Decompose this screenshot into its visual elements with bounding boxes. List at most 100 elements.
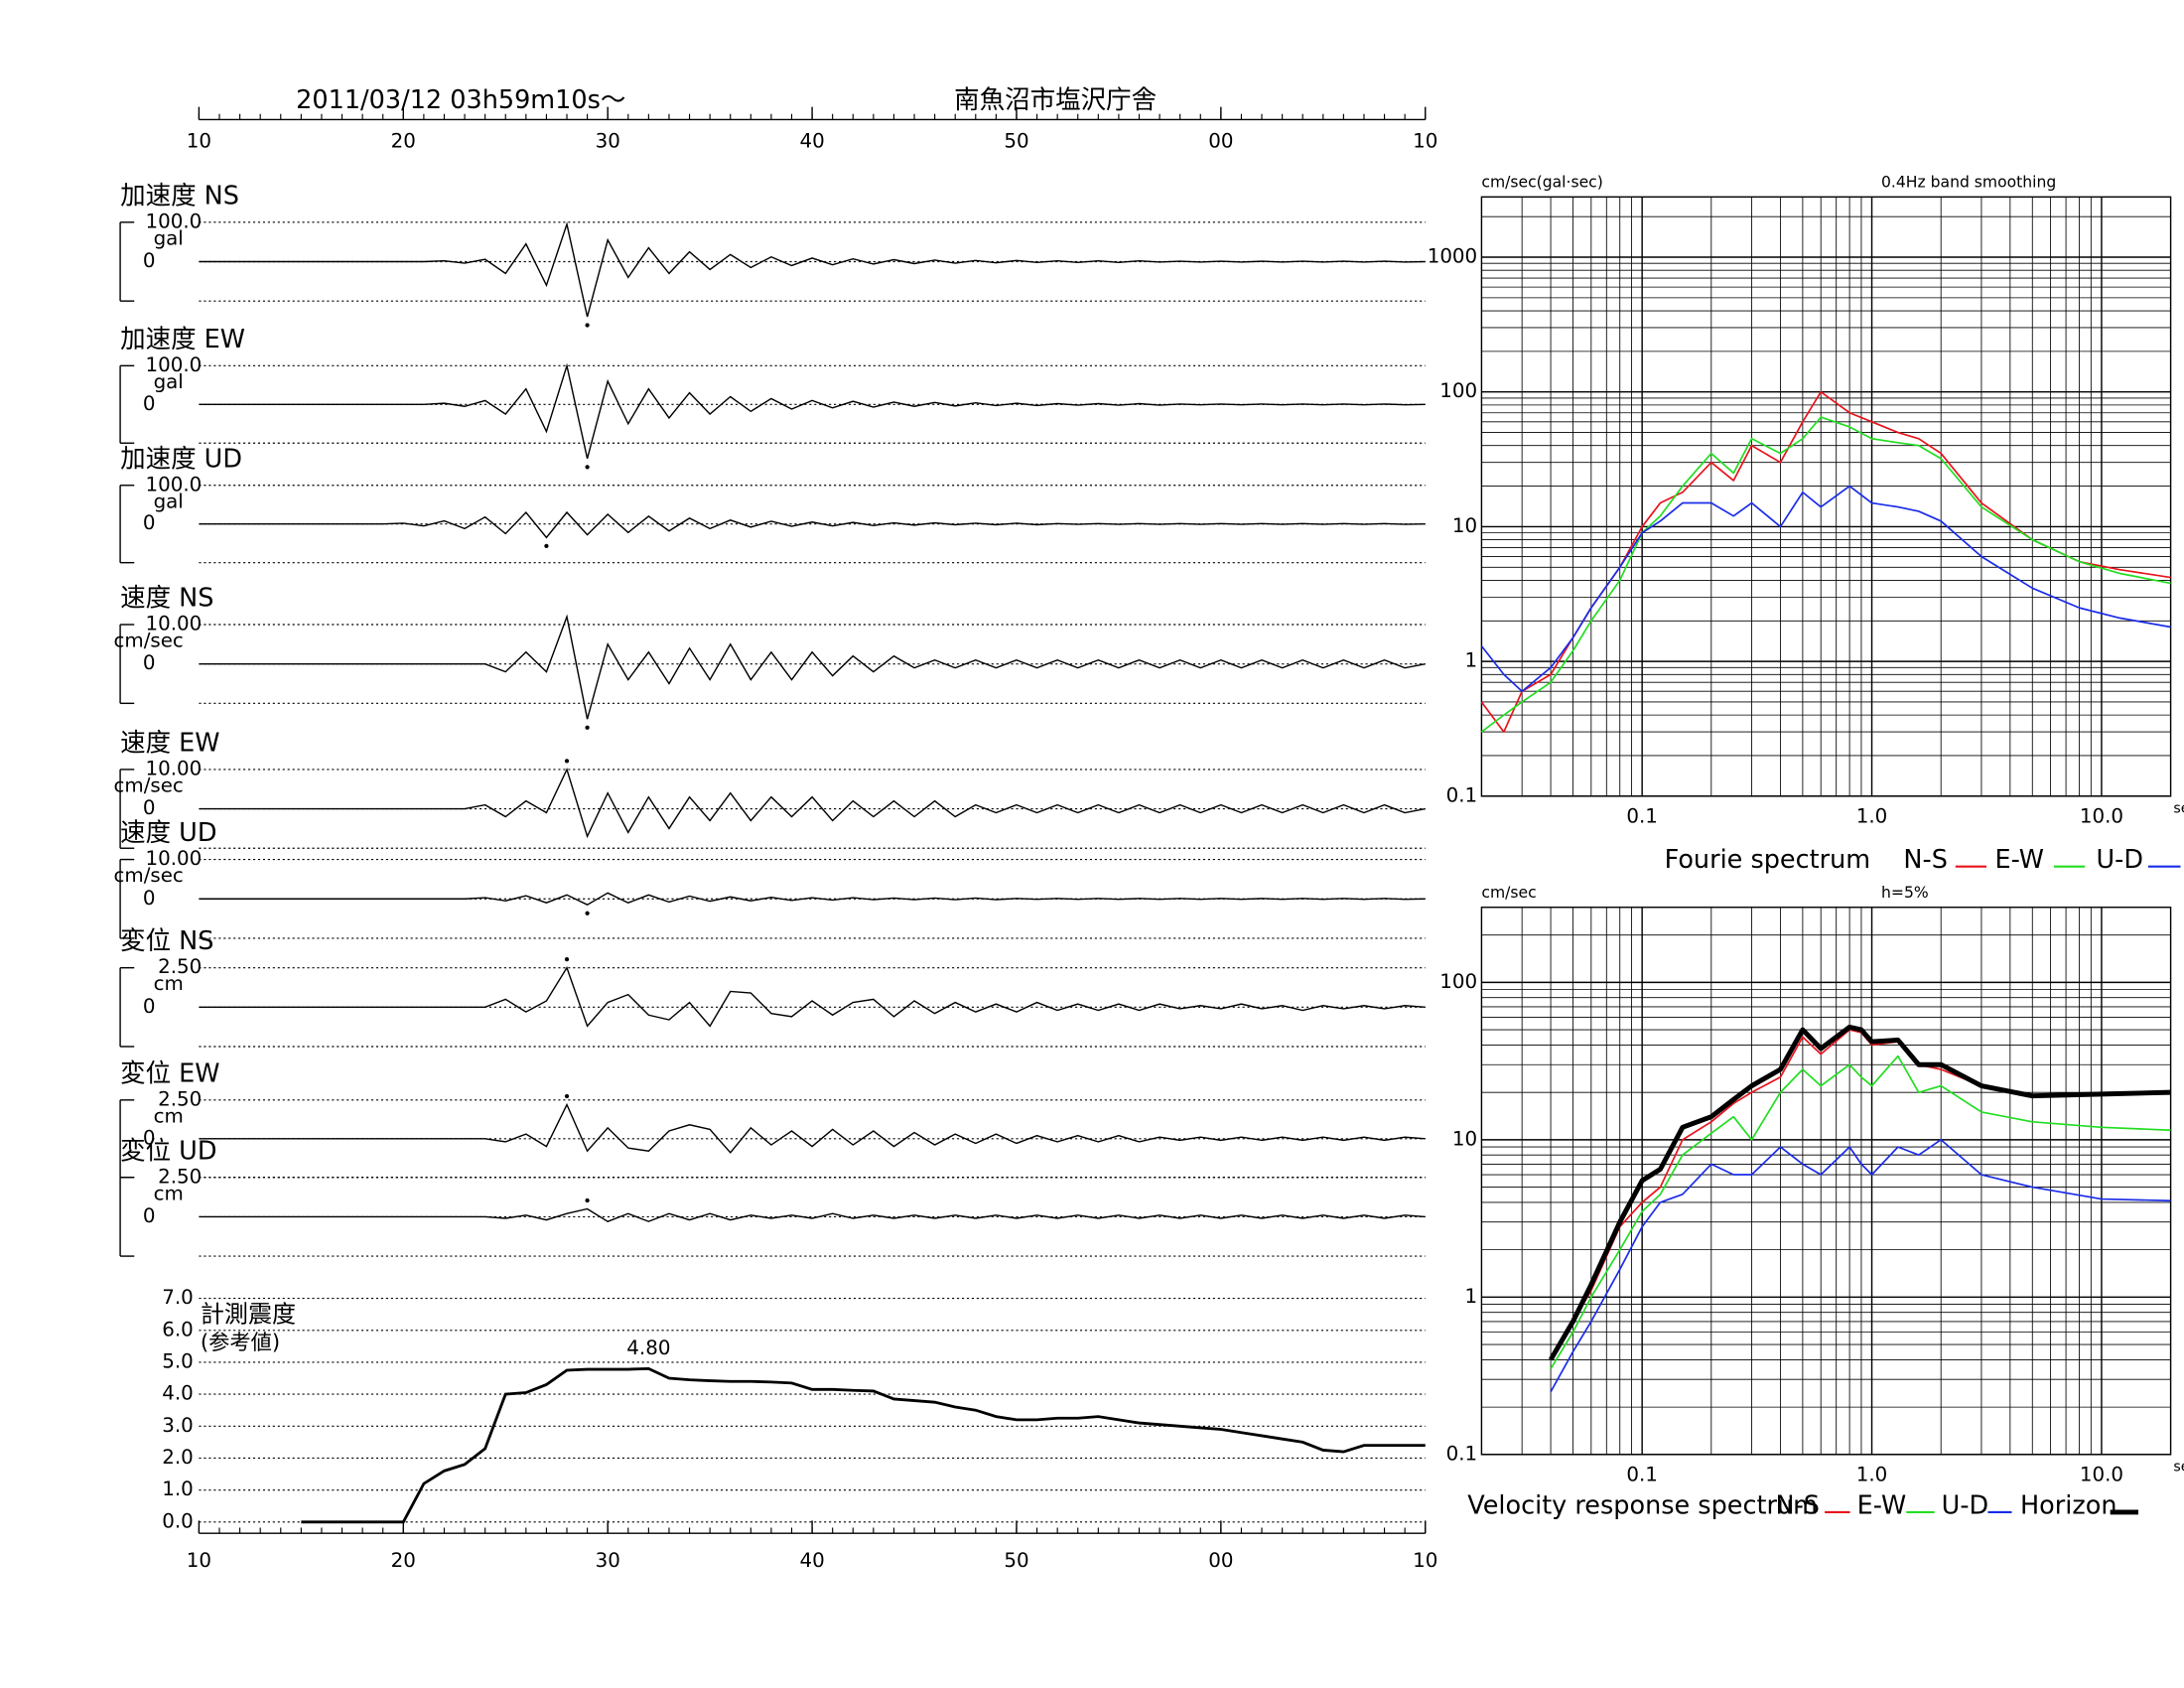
spectrum-line [1550, 1139, 2171, 1393]
waveform [199, 1207, 1426, 1222]
trace-title: 変位 UD [120, 1136, 216, 1166]
unit-label: gal [154, 370, 184, 393]
station-name: 南魚沼市塩沢庁舎 [954, 85, 1157, 115]
chart-title: 計測震度 [201, 1301, 296, 1329]
chart-note: h=5% [1881, 884, 1929, 902]
legend-title: Velocity response spectrum [1467, 1490, 1818, 1520]
y-axis-label: cm/sec(gal·sec) [1481, 174, 1602, 192]
waveform [199, 221, 1426, 318]
y-tick-label: 2.50 [158, 1087, 202, 1110]
legend-title: Fourie spectrum [1665, 845, 1871, 875]
intensity-line [301, 1366, 1426, 1524]
time-tick-label: 00 [1208, 130, 1233, 153]
y-tick-label: 0 [143, 1204, 156, 1227]
spectrum-line [1480, 416, 2171, 733]
spectrum-line [1548, 1024, 2171, 1361]
time-tick-label: 20 [391, 1549, 416, 1572]
time-tick-label: 40 [799, 130, 824, 153]
y-tick-label: 0 [143, 511, 156, 534]
waveform [199, 892, 1426, 907]
y-tick-label: 4.0 [162, 1382, 194, 1405]
trace-title: 変位 NS [120, 926, 213, 956]
y-tick-label: 2.50 [158, 955, 202, 978]
legend-label: Horizon [2020, 1490, 2117, 1520]
y-tick-label: 0 [143, 249, 156, 272]
trace-title: 速度 EW [120, 728, 219, 758]
y-tick-label: 10.00 [145, 847, 202, 870]
waveform [199, 362, 1426, 460]
y-tick-label: 1 [1465, 1285, 1478, 1308]
peak-marker [585, 1197, 590, 1203]
legend-label: N-S [1776, 1490, 1820, 1520]
y-tick-label: 6.0 [162, 1318, 194, 1340]
peak-marker [564, 957, 570, 962]
y-tick-label: 0.0 [162, 1509, 194, 1532]
unit-label: cm [154, 1182, 184, 1204]
time-tick-label: 10 [1413, 130, 1437, 153]
y-tick-label: 0 [143, 1126, 156, 1149]
trace-title: 加速度 NS [120, 181, 239, 211]
peak-marker [585, 465, 590, 470]
trace-title: 速度 UD [120, 818, 216, 848]
y-tick-label: 0.1 [1446, 783, 1478, 806]
peak-marker [585, 323, 590, 328]
time-tick-label: 10 [1413, 1549, 1437, 1572]
legend-label: U-D [2097, 845, 2144, 875]
y-tick-label: 10.00 [145, 613, 202, 635]
waveform [199, 510, 1426, 539]
trace-title: 変位 EW [120, 1058, 219, 1088]
plot-frame [1480, 196, 2172, 797]
peak-marker [544, 543, 549, 548]
time-tick-label: 10 [187, 1549, 211, 1572]
y-tick-label: 2.50 [158, 1165, 202, 1188]
peak-marker [564, 759, 570, 764]
legend-label: N-S [1903, 845, 1947, 875]
y-tick-label: 3.0 [162, 1414, 194, 1437]
chart-subtitle: (参考値) [201, 1331, 280, 1355]
time-tick-label: 30 [596, 130, 620, 153]
unit-label: cm/sec [114, 774, 184, 796]
spectrum-line [1550, 1055, 2171, 1370]
y-tick-label: 1 [1465, 649, 1478, 672]
waveform [199, 1102, 1426, 1154]
x-tick-label: 10.0 [2080, 805, 2123, 828]
time-tick-label: 10 [187, 130, 211, 153]
y-tick-label: 1.0 [162, 1477, 194, 1500]
chart-note: 0.4Hz band smoothing [1881, 174, 2056, 192]
y-tick-label: 2.0 [162, 1446, 194, 1469]
legend-label: E-W [1857, 1490, 1907, 1520]
unit-label: cm [154, 972, 184, 995]
y-axis-label: cm/sec [1481, 884, 1536, 902]
waveform [199, 614, 1426, 720]
trace-title: 加速度 UD [120, 444, 242, 474]
x-tick-label: 1.0 [1856, 1464, 1888, 1486]
waveform [199, 966, 1426, 1028]
plot-frame [1480, 907, 2172, 1456]
record-date: 2011/03/12 03h59m10s〜 [296, 85, 625, 115]
unit-label: cm/sec [114, 630, 184, 652]
trace-title: 加速度 EW [120, 325, 245, 354]
trace-title: 速度 NS [120, 584, 213, 614]
y-tick-label: 1000 [1428, 245, 1477, 268]
time-tick-label: 00 [1208, 1549, 1233, 1572]
y-tick-label: 100.0 [145, 353, 202, 376]
y-tick-label: 0 [143, 796, 156, 819]
y-tick-label: 100 [1439, 379, 1477, 402]
unit-label: cm/sec [114, 864, 184, 887]
peak-marker [585, 911, 590, 915]
time-tick-label: 20 [391, 130, 416, 153]
time-tick-label: 50 [1004, 1549, 1028, 1572]
x-tick-label: 0.1 [1626, 805, 1658, 828]
x-axis-label: sec [2173, 1460, 2184, 1476]
y-tick-label: 10 [1452, 1127, 1477, 1150]
y-tick-label: 0 [143, 392, 156, 415]
peak-annotation: 4.80 [626, 1336, 670, 1359]
time-tick-label: 30 [596, 1549, 620, 1572]
y-tick-label: 5.0 [162, 1349, 194, 1372]
y-tick-label: 7.0 [162, 1286, 194, 1309]
y-tick-label: 0.1 [1446, 1442, 1478, 1465]
y-tick-label: 0 [143, 887, 156, 910]
spectrum-line [1480, 390, 2171, 733]
x-tick-label: 10.0 [2080, 1464, 2123, 1486]
